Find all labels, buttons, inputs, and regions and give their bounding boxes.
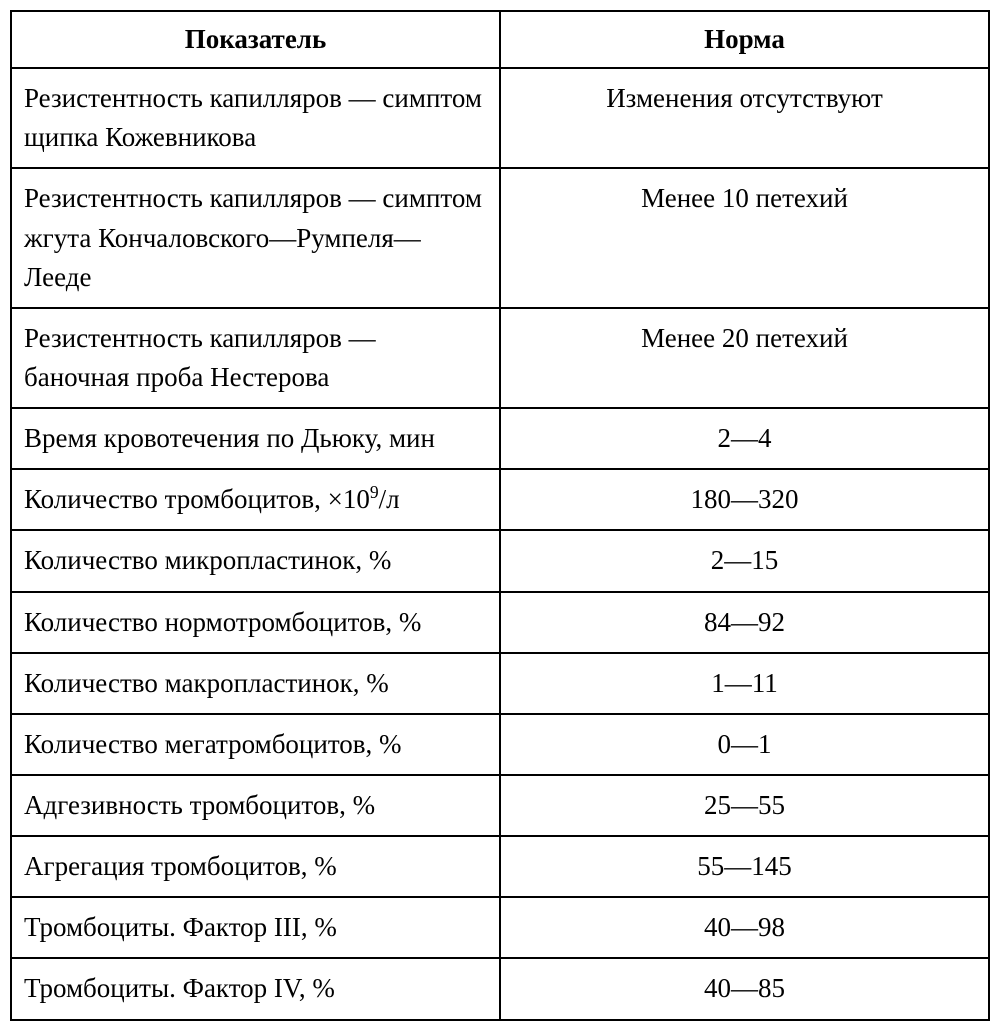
cell-indicator: Количество микропластинок, % [11,530,500,591]
cell-norm: 2—15 [500,530,989,591]
table-row: Резистентность капилляров — баночная про… [11,308,989,408]
cell-indicator: Тромбоциты. Фактор IV, % [11,958,500,1019]
table-row: Количество нормотромбоцитов, % 84—92 [11,592,989,653]
cell-norm: 40—85 [500,958,989,1019]
table-row: Время кровотечения по Дьюку, мин 2—4 [11,408,989,469]
cell-norm: 0—1 [500,714,989,775]
table-row: Адгезивность тромбоцитов, % 25—55 [11,775,989,836]
table-row: Резистентность капилляров — симптом жгут… [11,168,989,307]
table-row: Количество макропластинок, % 1—11 [11,653,989,714]
table-body: Резистентность капилляров — симптом щипк… [11,68,989,1019]
cell-indicator: Количество тромбоцитов, ×109/л [11,469,500,530]
header-indicator: Показатель [11,11,500,68]
cell-norm: Менее 10 петехий [500,168,989,307]
cell-indicator: Количество нормотромбоцитов, % [11,592,500,653]
table-row: Количество мегатромбоцитов, % 0—1 [11,714,989,775]
cell-indicator: Адгезивность тромбоцитов, % [11,775,500,836]
cell-indicator: Резистентность капилляров — симптом жгут… [11,168,500,307]
cell-norm: 180—320 [500,469,989,530]
cell-indicator: Резистентность капилляров — баночная про… [11,308,500,408]
table-row: Тромбоциты. Фактор IV, % 40—85 [11,958,989,1019]
cell-indicator: Резистентность капилляров — симптом щипк… [11,68,500,168]
table-row: Тромбоциты. Фактор III, % 40—98 [11,897,989,958]
hemostasis-table: Показатель Норма Резистентность капилляр… [10,10,990,1021]
cell-norm: Изменения отсутствуют [500,68,989,168]
cell-norm: 25—55 [500,775,989,836]
cell-norm: 40—98 [500,897,989,958]
cell-norm: 55—145 [500,836,989,897]
header-norm: Норма [500,11,989,68]
cell-indicator: Тромбоциты. Фактор III, % [11,897,500,958]
cell-norm: 84—92 [500,592,989,653]
cell-norm: 1—11 [500,653,989,714]
cell-indicator: Время кровотечения по Дьюку, мин [11,408,500,469]
table-row: Агрегация тромбоцитов, % 55—145 [11,836,989,897]
cell-norm: Менее 20 петехий [500,308,989,408]
table-row: Количество микропластинок, % 2—15 [11,530,989,591]
cell-indicator: Количество макропластинок, % [11,653,500,714]
table-row: Количество тромбоцитов, ×109/л 180—320 [11,469,989,530]
cell-indicator: Агрегация тромбоцитов, % [11,836,500,897]
table-row: Резистентность капилляров — симптом щипк… [11,68,989,168]
cell-indicator: Количество мегатромбоцитов, % [11,714,500,775]
table-header-row: Показатель Норма [11,11,989,68]
cell-norm: 2—4 [500,408,989,469]
